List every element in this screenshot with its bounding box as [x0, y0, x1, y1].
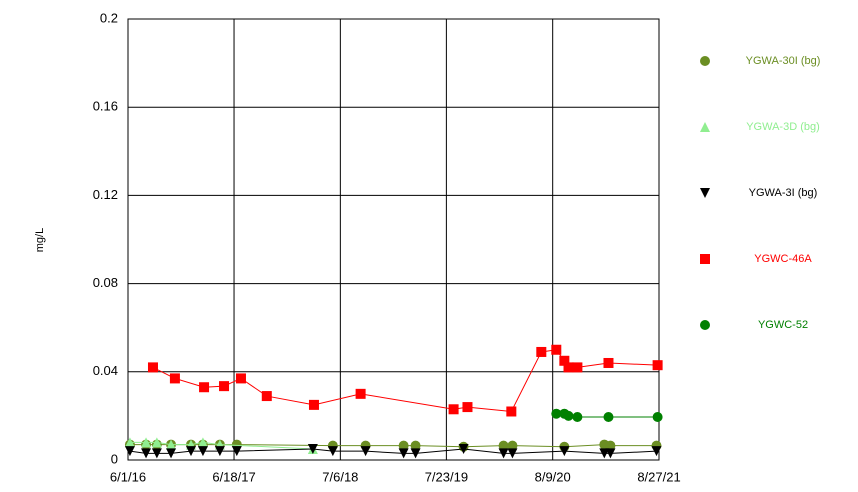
data-point — [151, 437, 162, 448]
data-point — [551, 408, 562, 419]
data-point — [536, 346, 547, 357]
data-point — [219, 381, 230, 392]
data-point — [563, 362, 574, 373]
data-point — [507, 448, 518, 459]
data-point — [197, 437, 208, 448]
data-point — [507, 440, 518, 451]
data-point — [360, 446, 371, 457]
data-point — [410, 448, 421, 459]
data-point — [308, 399, 319, 410]
data-point — [141, 437, 152, 448]
data-point — [166, 448, 177, 459]
data-point — [231, 446, 242, 457]
data-point — [124, 446, 135, 457]
data-point — [169, 373, 180, 384]
legend-marker — [700, 122, 710, 132]
x-tick-label: 8/27/21 — [637, 469, 680, 484]
data-point — [235, 373, 246, 384]
y-tick-label: 0 — [111, 451, 118, 466]
data-point — [197, 446, 208, 457]
data-point — [498, 440, 509, 451]
legend-marker — [700, 320, 710, 330]
data-point — [498, 448, 509, 459]
series-line — [152, 349, 658, 413]
series-line — [129, 444, 657, 448]
data-point — [605, 448, 616, 459]
legend-label: YGWA-3D (bg) — [746, 121, 820, 133]
data-point — [398, 440, 409, 451]
data-point — [603, 412, 614, 423]
data-point — [261, 391, 272, 402]
data-point — [563, 410, 574, 421]
data-point — [147, 362, 158, 373]
data-point — [355, 388, 366, 399]
x-tick-label: 8/9/20 — [535, 469, 571, 484]
data-point — [559, 355, 570, 366]
data-point — [551, 344, 562, 355]
x-tick-label: 6/1/16 — [110, 469, 146, 484]
series-line — [129, 448, 657, 454]
x-tick-label: 7/6/18 — [322, 469, 358, 484]
data-point — [448, 404, 459, 415]
legend-marker — [700, 254, 710, 264]
data-point — [652, 412, 663, 423]
plot-border — [127, 18, 660, 461]
legend-label: YGWA-30I (bg) — [746, 55, 821, 67]
data-point — [462, 402, 473, 413]
x-tick-label: 6/18/17 — [212, 469, 255, 484]
data-point — [166, 439, 177, 450]
data-point — [199, 382, 210, 393]
legend-label: YGWC-46A — [754, 253, 812, 265]
legend-marker — [700, 188, 710, 198]
y-tick-label: 0.08 — [93, 275, 118, 290]
x-tick-label: 7/23/19 — [425, 469, 468, 484]
legend-label: YGWA-3I (bg) — [749, 187, 818, 199]
data-point — [151, 448, 162, 459]
data-point — [652, 360, 663, 371]
data-point — [559, 446, 570, 457]
legend-marker — [700, 56, 710, 66]
data-point — [410, 440, 421, 451]
data-point — [506, 406, 517, 417]
data-point — [141, 448, 152, 459]
legend-label: YGWC-52 — [758, 319, 808, 331]
y-tick-label: 0.12 — [93, 187, 118, 202]
data-point — [307, 443, 318, 454]
y-axis-label: mg/L — [34, 228, 46, 252]
data-point — [186, 446, 197, 457]
data-point — [572, 412, 583, 423]
data-point — [398, 448, 409, 459]
y-tick-label: 0.04 — [93, 363, 118, 378]
data-point — [603, 357, 614, 368]
data-point — [651, 446, 662, 457]
y-tick-label: 0.16 — [93, 99, 118, 114]
data-point — [214, 446, 225, 457]
data-point — [458, 443, 469, 454]
data-point — [572, 362, 583, 373]
data-point — [327, 446, 338, 457]
data-point — [124, 437, 135, 448]
data-point — [605, 440, 616, 451]
y-tick-label: 0.2 — [100, 10, 118, 25]
